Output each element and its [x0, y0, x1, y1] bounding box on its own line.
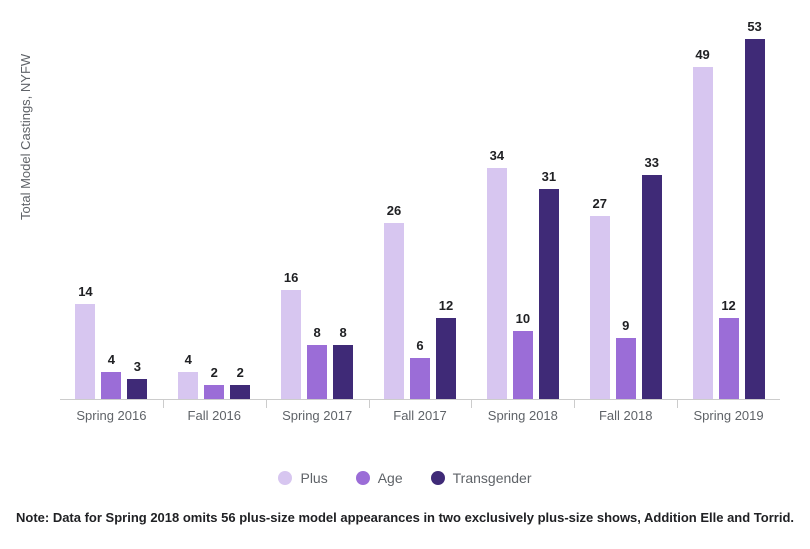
x-tick-label: Fall 2016 — [169, 408, 259, 423]
x-tick-separator — [574, 400, 575, 408]
bar: 4 — [101, 372, 121, 399]
bar-value-label: 34 — [487, 148, 507, 163]
legend-label: Plus — [300, 470, 327, 486]
y-axis-label: Total Model Castings, NYFW — [18, 54, 33, 220]
x-tick-label: Spring 2018 — [478, 408, 568, 423]
bar-value-label: 8 — [307, 325, 327, 340]
bar-group: 1443 — [75, 20, 147, 399]
bar: 49 — [693, 67, 713, 400]
bar-group: 491253 — [693, 20, 765, 399]
bar: 9 — [616, 338, 636, 399]
bar-value-label: 14 — [75, 284, 95, 299]
x-tick-label: Spring 2017 — [272, 408, 362, 423]
bar-group: 26612 — [384, 20, 456, 399]
bar-value-label: 4 — [178, 352, 198, 367]
plot-area: 144342216882661234103127933491253 — [60, 20, 780, 400]
bar: 12 — [436, 318, 456, 399]
bar: 16 — [281, 290, 301, 399]
x-tick-label: Spring 2019 — [684, 408, 774, 423]
x-tick-label: Spring 2016 — [66, 408, 156, 423]
bar: 53 — [745, 39, 765, 399]
x-tick-separator — [266, 400, 267, 408]
legend-item: Age — [356, 470, 403, 486]
bar-value-label: 53 — [745, 19, 765, 34]
bar-value-label: 26 — [384, 203, 404, 218]
bar: 27 — [590, 216, 610, 399]
chart-container: 144342216882661234103127933491253 Spring… — [60, 20, 780, 440]
legend-swatch — [431, 471, 445, 485]
bar-value-label: 33 — [642, 155, 662, 170]
x-tick-separator — [677, 400, 678, 408]
bar-value-label: 49 — [693, 47, 713, 62]
bar: 10 — [513, 331, 533, 399]
bar: 12 — [719, 318, 739, 399]
bar-value-label: 31 — [539, 169, 559, 184]
bar-value-label: 10 — [513, 311, 533, 326]
bar: 3 — [127, 379, 147, 399]
bar: 8 — [307, 345, 327, 399]
bar-value-label: 9 — [616, 318, 636, 333]
bar: 33 — [642, 175, 662, 399]
bar: 14 — [75, 304, 95, 399]
bar-value-label: 4 — [101, 352, 121, 367]
legend-item: Plus — [278, 470, 327, 486]
x-tick-label: Fall 2017 — [375, 408, 465, 423]
x-tick-separator — [163, 400, 164, 408]
bar-value-label: 16 — [281, 270, 301, 285]
bar: 34 — [487, 168, 507, 399]
bar-group: 27933 — [590, 20, 662, 399]
bar-group: 422 — [178, 20, 250, 399]
legend: Plus Age Transgender — [0, 470, 810, 490]
legend-label: Transgender — [453, 470, 532, 486]
bar: 8 — [333, 345, 353, 399]
bar-group: 1688 — [281, 20, 353, 399]
legend-label: Age — [378, 470, 403, 486]
bar-value-label: 12 — [436, 298, 456, 313]
bar-group: 341031 — [487, 20, 559, 399]
x-tick-label: Fall 2018 — [581, 408, 671, 423]
bar-value-label: 12 — [719, 298, 739, 313]
bar: 2 — [204, 385, 224, 399]
x-tick-separator — [471, 400, 472, 408]
bar-value-label: 6 — [410, 338, 430, 353]
bar: 4 — [178, 372, 198, 399]
legend-item: Transgender — [431, 470, 532, 486]
bar: 2 — [230, 385, 250, 399]
x-tick-separator — [369, 400, 370, 408]
bar-value-label: 27 — [590, 196, 610, 211]
legend-swatch — [356, 471, 370, 485]
bar: 26 — [384, 223, 404, 399]
chart-footnote: Note: Data for Spring 2018 omits 56 plus… — [0, 510, 810, 525]
legend-swatch — [278, 471, 292, 485]
bar-value-label: 2 — [204, 365, 224, 380]
bar: 6 — [410, 358, 430, 399]
bar-value-label: 2 — [230, 365, 250, 380]
bar-value-label: 8 — [333, 325, 353, 340]
bar: 31 — [539, 189, 559, 399]
bar-value-label: 3 — [127, 359, 147, 374]
